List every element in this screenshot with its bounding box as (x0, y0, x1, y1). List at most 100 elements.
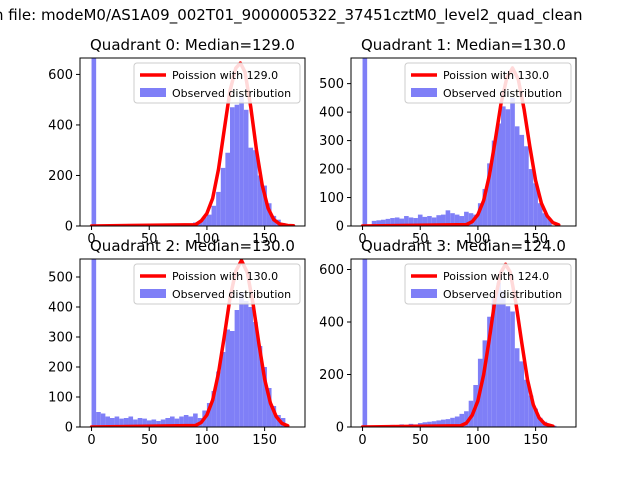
x-tick-label: 150 (252, 433, 277, 448)
histogram-bar (91, 259, 97, 427)
histogram-bar (482, 188, 488, 226)
histogram-bar (450, 417, 455, 427)
histogram-bar (524, 146, 529, 226)
histogram-bar (362, 259, 368, 427)
histogram-bar (459, 413, 465, 427)
histogram-bar (441, 214, 446, 226)
histogram-bar (146, 420, 152, 427)
histogram-bar (262, 185, 267, 226)
y-tick-label: 300 (319, 134, 344, 149)
x-tick-label: 0 (358, 232, 366, 247)
y-tick-label: 300 (48, 331, 73, 346)
histogram-bar (123, 418, 129, 427)
histogram-bar (431, 421, 437, 427)
histogram-bar (137, 418, 143, 427)
histogram-bar (183, 415, 189, 427)
y-tick-label: 200 (48, 361, 73, 376)
histogram-bar (399, 218, 405, 226)
histogram-bar (394, 217, 400, 226)
chart-panel-2: 0 50 100 150 0 100 200 300 400 500 Quadrant 2: Med… (48, 237, 306, 448)
y-tick-label: 100 (48, 391, 73, 406)
histogram-bar (542, 213, 548, 226)
legend-label-poisson: Poission with 124.0 (443, 270, 549, 283)
histogram-bar (519, 134, 525, 226)
histogram-bar (110, 418, 115, 427)
x-tick-label: 100 (466, 433, 491, 448)
chart-panel-0: 0 50 100 150 0 200 400 600 Quadrant 0: Median=12… (48, 36, 306, 247)
histogram-bar (417, 214, 423, 226)
x-tick-label: 50 (141, 433, 158, 448)
y-tick-label: 200 (319, 368, 344, 383)
histogram-bar (91, 58, 97, 226)
histogram-bar (468, 213, 474, 226)
x-tick-label: 50 (141, 232, 158, 247)
histogram-bar (234, 104, 240, 226)
histogram-bar (243, 301, 249, 427)
histogram-bar (230, 331, 235, 427)
histogram-bar (436, 420, 441, 427)
histogram-bar (501, 106, 506, 226)
histogram-bar (133, 419, 138, 427)
histogram-bar (404, 216, 409, 226)
y-tick-label: 0 (336, 220, 344, 235)
histogram-bar (151, 419, 157, 427)
axes-frame (350, 258, 577, 428)
histogram-bar (510, 97, 515, 226)
legend-bar-swatch (411, 88, 437, 97)
histogram-bar (413, 218, 418, 226)
histogram-bar (262, 367, 267, 427)
histogram-bar (491, 140, 497, 226)
y-tick-label: 400 (48, 118, 73, 133)
legend-box (404, 62, 572, 104)
histogram-bar (253, 150, 258, 226)
histogram-bar (220, 352, 226, 427)
histogram-bar (371, 220, 377, 226)
histogram-bar (487, 163, 492, 226)
histogram-bar (230, 107, 235, 226)
histogram-bar (220, 167, 226, 226)
histogram-bar (459, 216, 465, 226)
histogram-bar (431, 217, 437, 226)
histogram-bar (206, 403, 212, 427)
histogram-bar (216, 371, 221, 427)
legend-bar-swatch (140, 88, 166, 97)
x-tick-label: 100 (195, 232, 220, 247)
panel-title: Quadrant 2: Median=130.0 (90, 237, 295, 255)
histogram-bar (445, 210, 451, 226)
histogram-bar (362, 58, 368, 226)
x-tick-label: 0 (87, 433, 95, 448)
x-tick-label: 0 (87, 232, 95, 247)
figure-title: n file: modeM0/AS1A09_002T01_9000005322_… (0, 6, 583, 24)
histogram-bar (211, 391, 217, 427)
histogram-bar (257, 346, 263, 427)
x-tick-label: 50 (412, 433, 429, 448)
histogram-bar (128, 416, 134, 427)
y-tick-label: 0 (65, 220, 73, 235)
histogram-bar (528, 169, 534, 226)
y-tick-label: 600 (48, 68, 73, 83)
histogram-bar (114, 416, 120, 427)
legend-label-observed: Observed distribution (172, 87, 291, 100)
histogram-bar (422, 216, 428, 226)
histogram-bar (206, 214, 212, 226)
axes-frame (350, 57, 577, 227)
histogram-bar (528, 395, 534, 427)
histogram-bar (202, 217, 207, 226)
histogram-bar (533, 408, 538, 427)
y-tick-label: 600 (319, 263, 344, 278)
histogram-bar (225, 152, 230, 226)
y-tick-label: 500 (319, 77, 344, 92)
histogram-bar (473, 214, 478, 226)
histogram-bar (225, 329, 230, 427)
legend-label-observed: Observed distribution (443, 288, 562, 301)
histogram-bar (257, 175, 263, 226)
histogram-bar (239, 292, 244, 427)
legend-box (133, 263, 301, 305)
x-tick-label: 100 (466, 232, 491, 247)
histogram-bar (519, 361, 525, 427)
histogram-bar (477, 203, 483, 226)
y-tick-label: 200 (48, 169, 73, 184)
histogram-bar (266, 388, 272, 427)
panel-title: Quadrant 1: Median=130.0 (361, 36, 566, 54)
histogram-bar (96, 412, 101, 427)
